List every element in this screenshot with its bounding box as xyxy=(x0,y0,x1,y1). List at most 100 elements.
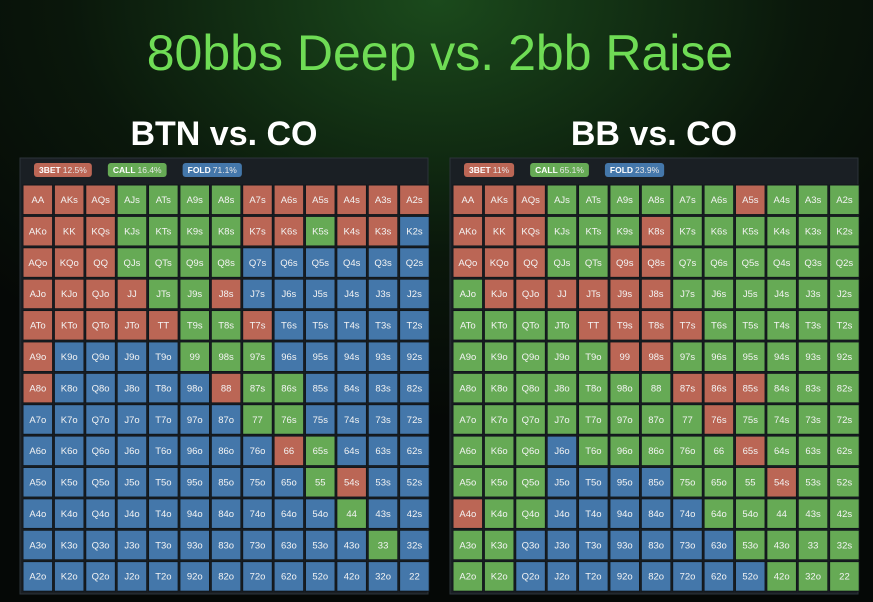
hand-cell xyxy=(367,215,399,247)
hand-cell xyxy=(766,529,797,561)
hand-label: Q2o xyxy=(92,572,110,583)
hand-label: 93s xyxy=(805,352,821,363)
hand-cell xyxy=(85,215,116,247)
hand-cell xyxy=(336,215,367,247)
hand-cell xyxy=(179,341,211,373)
hand-label: 55 xyxy=(745,478,756,489)
hand-cell xyxy=(483,466,515,498)
hand-cell xyxy=(367,529,399,561)
hand-label: K8s xyxy=(218,226,235,237)
hand-cell xyxy=(399,184,430,216)
hand-cell xyxy=(148,498,179,529)
hand-cell xyxy=(797,435,829,467)
hand-cell xyxy=(116,529,148,561)
hand-cell xyxy=(273,498,305,529)
hand-label: 76o xyxy=(250,446,266,457)
hand-cell xyxy=(210,435,242,467)
hand-cell xyxy=(578,184,609,216)
hand-cell xyxy=(452,529,484,561)
hand-label: 63s xyxy=(375,446,391,457)
hand-label: K7o xyxy=(61,415,78,426)
hand-label: Q9o xyxy=(92,352,110,363)
hand-cell xyxy=(452,561,484,592)
hand-cell xyxy=(399,341,430,373)
hand-label: 83o xyxy=(648,540,664,551)
hand-cell xyxy=(336,435,367,467)
hand-label: Q2s xyxy=(836,258,854,269)
hand-label: K3s xyxy=(375,226,392,237)
hand-cell xyxy=(640,498,672,529)
hand-label: 53o xyxy=(742,540,758,551)
hand-label: T3s xyxy=(805,321,821,332)
hand-cell xyxy=(53,529,85,561)
hand-label: T5s xyxy=(742,321,758,332)
hand-label: 86o xyxy=(648,446,664,457)
hand-cell xyxy=(734,278,766,310)
hand-cell xyxy=(148,466,179,498)
hand-cell xyxy=(85,561,116,592)
page-title: 80bbs Deep vs. 2bb Raise xyxy=(147,25,733,81)
hand-cell xyxy=(53,466,85,498)
hand-label: T5s xyxy=(312,321,328,332)
hand-label: 22 xyxy=(409,572,420,583)
hand-cell xyxy=(336,184,367,216)
hand-label: K7o xyxy=(491,415,508,426)
hand-cell xyxy=(242,310,273,341)
hand-cell xyxy=(367,435,399,467)
hand-label: JJ xyxy=(127,289,137,300)
hand-cell xyxy=(53,184,85,216)
hand-label: K6o xyxy=(491,446,508,457)
hand-cell xyxy=(703,498,735,529)
hand-label: A7o xyxy=(29,415,46,426)
hand-label: AQs xyxy=(521,195,540,206)
hand-cell xyxy=(515,372,546,404)
hand-cell xyxy=(116,404,148,435)
hand-label: T2o xyxy=(585,572,601,583)
hand-label: 65s xyxy=(743,446,759,457)
hand-cell xyxy=(242,278,273,310)
hand-label: KQo xyxy=(490,258,509,269)
hand-cell xyxy=(546,529,578,561)
hand-cell xyxy=(578,247,609,278)
hand-cell xyxy=(116,372,148,404)
hand-cell xyxy=(179,372,211,404)
hand-cell xyxy=(829,184,860,216)
hand-label: QJs xyxy=(124,258,141,269)
hand-label: A2s xyxy=(836,195,853,206)
hand-cell xyxy=(242,435,273,467)
hand-label: K5o xyxy=(491,478,508,489)
hand-cell xyxy=(22,372,54,404)
hand-label: J4s xyxy=(774,289,789,300)
hand-label: 54s xyxy=(774,478,790,489)
hand-cell xyxy=(766,341,797,373)
hand-cell xyxy=(336,310,367,341)
hand-label: 86o xyxy=(218,446,234,457)
hand-label: A4s xyxy=(344,195,361,206)
hand-cell xyxy=(210,278,242,310)
hand-cell xyxy=(367,498,399,529)
legend-chip xyxy=(604,163,665,177)
legend-name: 3BET xyxy=(469,165,492,175)
hand-label: T8s xyxy=(218,321,234,332)
hand-cell xyxy=(515,498,546,529)
hand-label: AKo xyxy=(459,226,477,237)
hand-cell xyxy=(797,341,829,373)
hand-label: 44 xyxy=(346,509,357,520)
hand-cell xyxy=(546,466,578,498)
hand-label: A7o xyxy=(459,415,476,426)
hand-cell xyxy=(829,498,860,529)
hand-label: 74o xyxy=(250,509,266,520)
hand-label: J8s xyxy=(219,289,234,300)
hand-label: T3o xyxy=(585,540,601,551)
hand-cell xyxy=(829,247,860,278)
hand-label: 93o xyxy=(617,540,633,551)
hand-label: 64s xyxy=(344,446,360,457)
hand-label: A3o xyxy=(29,540,46,551)
hand-cell xyxy=(452,310,484,341)
hand-cell xyxy=(53,215,85,247)
hand-label: 43s xyxy=(375,509,391,520)
hand-cell xyxy=(672,404,703,435)
hand-label: Q8o xyxy=(92,383,110,394)
hand-cell xyxy=(22,404,54,435)
hand-label: J5s xyxy=(313,289,328,300)
